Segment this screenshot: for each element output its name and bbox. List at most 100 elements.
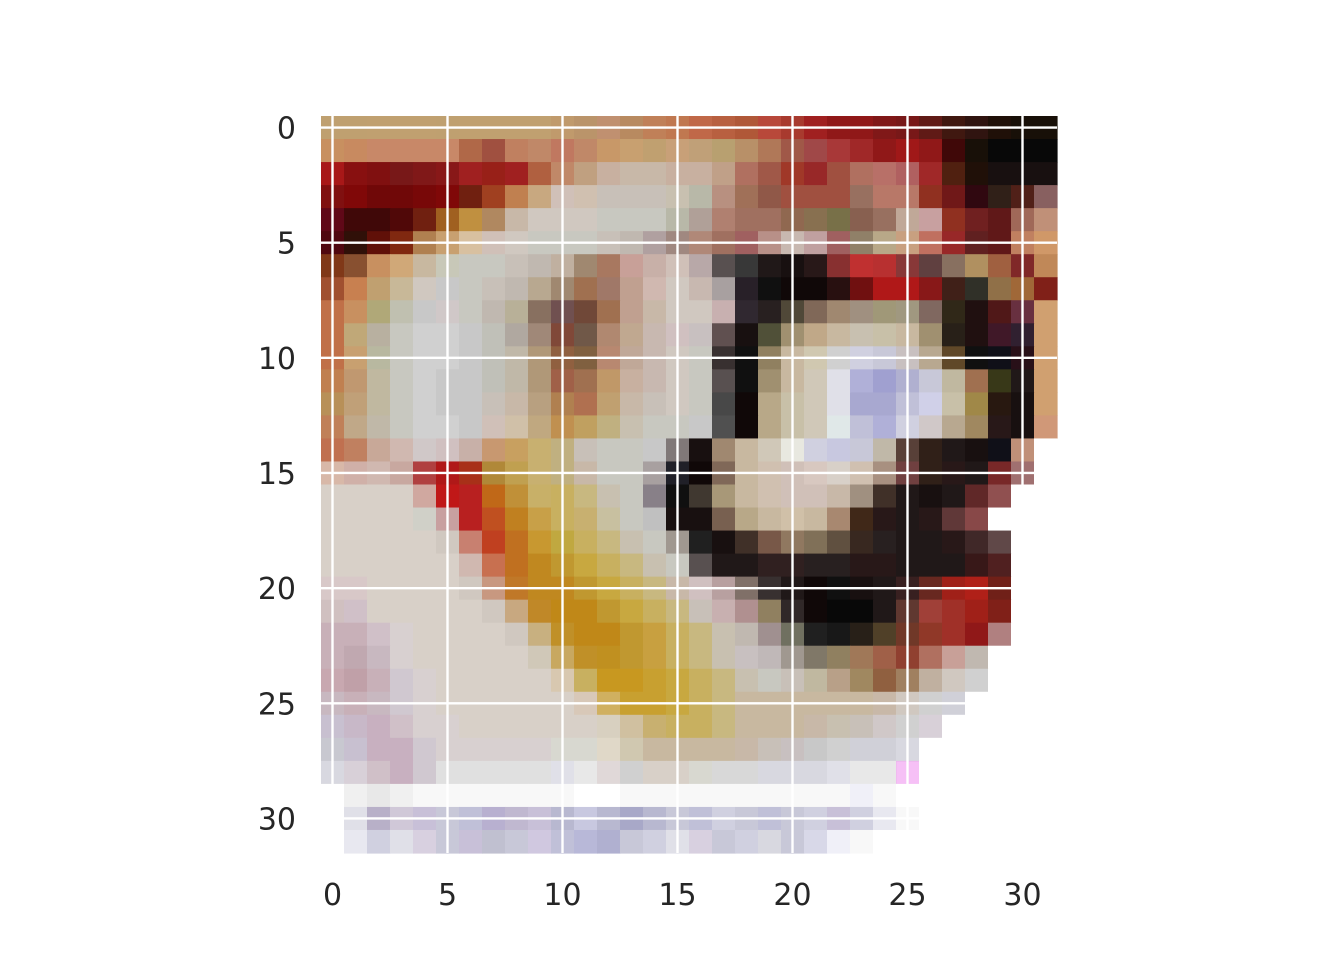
heatmap-cell — [344, 530, 368, 555]
heatmap-cell — [344, 553, 368, 578]
heatmap-cell — [712, 415, 736, 440]
heatmap-cell — [758, 300, 782, 324]
heatmap-cell — [413, 829, 437, 854]
heatmap-cell — [919, 783, 943, 808]
heatmap-cell — [482, 438, 506, 463]
heatmap-cell — [804, 645, 828, 670]
heatmap-cell — [965, 783, 989, 808]
heatmap-cell — [367, 484, 391, 509]
heatmap-cell — [643, 300, 667, 324]
heatmap-cell — [735, 392, 759, 417]
heatmap-cell — [919, 438, 943, 463]
heatmap-cell — [1034, 277, 1058, 301]
heatmap-cell — [965, 208, 989, 232]
heatmap-cell — [574, 392, 598, 417]
heatmap-cell — [367, 185, 391, 209]
heatmap-cell — [689, 415, 713, 440]
heatmap-cell — [850, 714, 874, 739]
x-tick-label: 20 — [773, 878, 811, 913]
heatmap-cell — [988, 415, 1012, 440]
heatmap-cell — [1034, 599, 1058, 624]
heatmap-cell — [965, 553, 989, 578]
heatmap-cell — [413, 369, 437, 393]
heatmap-cell — [482, 185, 506, 209]
heatmap-cell — [390, 139, 414, 163]
heatmap-cell — [482, 714, 506, 739]
heatmap-cell — [459, 162, 483, 186]
heatmap-cell — [597, 507, 621, 532]
heatmap-cell — [367, 438, 391, 463]
heatmap-cell — [643, 162, 667, 186]
heatmap-cell — [712, 162, 736, 186]
heatmap-cell — [459, 599, 483, 624]
heatmap-cell — [367, 645, 391, 670]
heatmap-cell — [413, 162, 437, 186]
heatmap-cell — [942, 208, 966, 232]
heatmap-cell — [505, 254, 529, 278]
heatmap-cell — [804, 392, 828, 417]
heatmap-cell — [1034, 323, 1058, 347]
heatmap-cell — [528, 300, 552, 324]
heatmap-cell — [965, 507, 989, 532]
heatmap-cell — [873, 208, 897, 232]
heatmap-cell — [689, 668, 713, 693]
heatmap-cell — [827, 323, 851, 347]
heatmap-cell — [390, 760, 414, 785]
heatmap-cell — [597, 392, 621, 417]
heatmap-cell — [390, 369, 414, 393]
heatmap-cell — [528, 139, 552, 163]
heatmap-cell — [735, 139, 759, 163]
heatmap-cell — [413, 783, 437, 808]
heatmap-cell — [367, 760, 391, 785]
heatmap-cell — [344, 599, 368, 624]
heatmap-cell — [965, 668, 989, 693]
heatmap-cell — [689, 139, 713, 163]
heatmap-cell — [988, 829, 1012, 854]
heatmap-cell — [735, 668, 759, 693]
heatmap-cell — [643, 208, 667, 232]
heatmap-cell — [942, 714, 966, 739]
heatmap-cell — [804, 530, 828, 555]
heatmap-cell — [1034, 254, 1058, 278]
heatmap-cell — [850, 622, 874, 647]
heatmap-cell — [367, 208, 391, 232]
heatmap-cell — [758, 277, 782, 301]
heatmap-cell — [597, 599, 621, 624]
heatmap-cell — [919, 415, 943, 440]
heatmap-cell — [344, 254, 368, 278]
heatmap-cell — [367, 254, 391, 278]
heatmap-cell — [758, 438, 782, 463]
heatmap-cell — [528, 254, 552, 278]
heatmap-cell — [850, 530, 874, 555]
heatmap-cell — [873, 392, 897, 417]
heatmap-cell — [712, 829, 736, 854]
heatmap-cell — [758, 484, 782, 509]
heatmap-cell — [712, 530, 736, 555]
heatmap-cell — [827, 277, 851, 301]
heatmap-cell — [505, 277, 529, 301]
heatmap-cell — [965, 185, 989, 209]
heatmap-cell — [528, 369, 552, 393]
heatmap-cell — [620, 208, 644, 232]
heatmap-cell — [1034, 438, 1058, 463]
heatmap-cell — [919, 139, 943, 163]
heatmap-cell — [689, 369, 713, 393]
heatmap-cell — [505, 553, 529, 578]
heatmap-cell — [482, 553, 506, 578]
heatmap-cell — [390, 208, 414, 232]
heatmap-cell — [827, 622, 851, 647]
heatmap-cell — [1034, 208, 1058, 232]
heatmap-cell — [528, 645, 552, 670]
heatmap-cell — [505, 530, 529, 555]
heatmap-cell — [482, 507, 506, 532]
heatmap-cell — [804, 208, 828, 232]
heatmap-cell — [574, 714, 598, 739]
heatmap-cell — [873, 645, 897, 670]
heatmap-cell — [643, 323, 667, 347]
heatmap-cell — [482, 599, 506, 624]
heatmap-cell — [620, 783, 644, 808]
heatmap-cell — [965, 737, 989, 762]
heatmap-cell — [482, 300, 506, 324]
heatmap-cell — [597, 139, 621, 163]
heatmap-cell — [597, 783, 621, 808]
